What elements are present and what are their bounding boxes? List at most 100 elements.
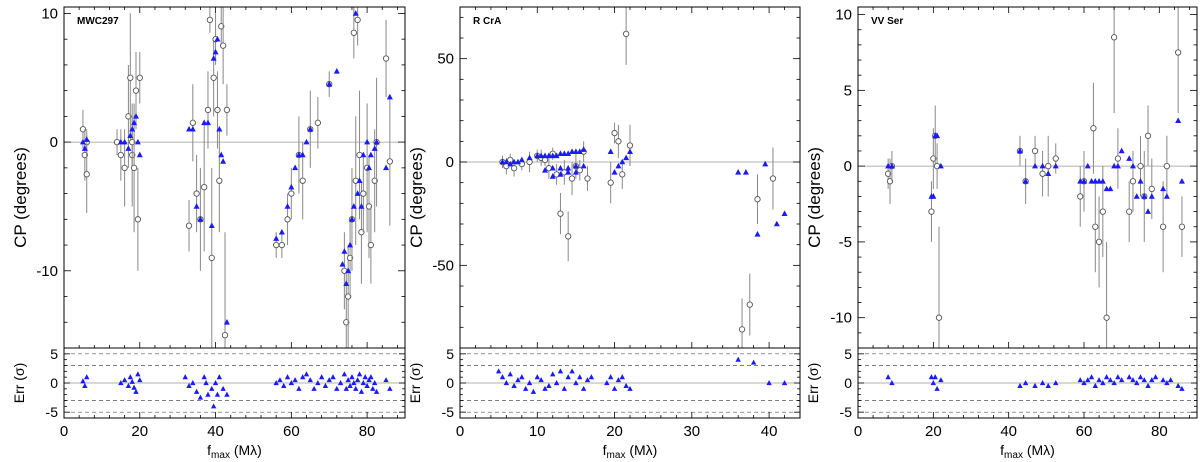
y-tick-label: -10 — [36, 263, 58, 280]
model-point — [278, 228, 285, 235]
residual-point — [573, 380, 579, 386]
residual-panel — [64, 353, 405, 413]
model-point — [333, 68, 340, 74]
residual-point — [934, 385, 940, 391]
model-point — [341, 248, 348, 254]
model-point — [937, 162, 944, 169]
x-tick-label: 10 — [529, 423, 546, 440]
y-tick-label: 10 — [835, 7, 852, 24]
residual-point — [534, 374, 540, 380]
x-axis-label: fmax (Mλ) — [207, 442, 262, 461]
model-point — [83, 136, 90, 142]
residual-point — [619, 374, 625, 380]
x-tick-label: 0 — [60, 423, 68, 440]
residual-point — [315, 380, 321, 386]
data-point — [1114, 155, 1122, 162]
x-axis-label: fmax (Mλ) — [603, 442, 658, 461]
residual-point — [210, 403, 217, 409]
model-point — [1039, 162, 1046, 169]
data-point — [358, 229, 365, 236]
residual-point — [296, 385, 302, 391]
residual-point — [216, 374, 223, 380]
data-point — [1103, 314, 1110, 321]
x-tick-label: 60 — [283, 423, 300, 440]
residual-point — [1103, 374, 1110, 380]
residual-point — [80, 378, 86, 384]
residual-point — [766, 380, 772, 386]
residual-point — [1160, 377, 1166, 383]
data-series — [79, 7, 393, 348]
residual-point — [1077, 377, 1083, 383]
x-tick-label: 40 — [1000, 423, 1017, 440]
data-point — [386, 158, 393, 165]
data-point — [622, 30, 630, 38]
data-point — [1039, 170, 1046, 177]
model-point — [299, 151, 306, 158]
data-point — [350, 29, 357, 36]
model-point — [350, 203, 357, 209]
y-tick-label: 50 — [437, 51, 454, 68]
model-point — [514, 158, 521, 165]
data-point — [185, 222, 193, 229]
panel-title: VV Ser — [871, 16, 903, 27]
residual-point — [1130, 377, 1136, 383]
x-tick-label: 80 — [359, 423, 376, 440]
residual-point — [1092, 382, 1098, 389]
residual-point — [353, 385, 359, 391]
model-point — [1114, 162, 1121, 169]
x-axis-label-unit: (Mλ) — [625, 442, 657, 458]
model-point — [557, 164, 564, 171]
model-point — [288, 183, 295, 190]
data-point — [1095, 238, 1103, 246]
data-point — [79, 126, 87, 133]
model-point — [371, 145, 378, 151]
residual-point — [186, 382, 192, 389]
model-point — [619, 158, 626, 165]
residual-point — [507, 371, 513, 377]
model-point — [572, 169, 579, 175]
data-point — [223, 106, 231, 114]
residual-point — [318, 374, 325, 380]
residual-point — [330, 374, 336, 380]
residual-point — [511, 382, 517, 389]
data-point — [314, 119, 322, 126]
data-point — [1099, 208, 1106, 215]
residual-panel — [858, 353, 1197, 413]
model-point — [1096, 177, 1103, 184]
main-plot-frame — [857, 6, 1198, 349]
residual-point — [607, 374, 614, 380]
residual-point — [623, 382, 629, 389]
x-tick-label: 80 — [1151, 423, 1168, 440]
model-series — [79, 10, 393, 325]
residual-point — [1115, 374, 1121, 380]
residual-point — [197, 394, 204, 400]
data-point — [1052, 155, 1059, 162]
model-point — [345, 267, 352, 274]
data-point — [568, 175, 576, 182]
model-point — [553, 152, 560, 159]
model-point — [542, 152, 548, 159]
residual-point — [373, 388, 380, 394]
x-axis-label-sub: max — [607, 450, 626, 461]
residual-point — [1085, 377, 1091, 383]
data-point — [607, 179, 614, 186]
residual-y-axis-label: Err (σ) — [407, 363, 423, 404]
residual-point — [499, 374, 506, 380]
model-point — [132, 113, 139, 119]
residual-point — [611, 385, 618, 391]
data-point — [928, 208, 935, 215]
model-point — [1137, 177, 1144, 184]
data-series — [884, 7, 1186, 348]
data-point — [117, 151, 124, 159]
data-point — [1031, 147, 1039, 155]
residual-point — [84, 374, 90, 380]
residual-point — [1081, 380, 1087, 386]
model-point — [762, 160, 769, 167]
residual-point — [750, 359, 757, 365]
residual-point — [131, 384, 137, 390]
residual-point — [387, 385, 393, 391]
data-point — [382, 55, 390, 62]
model-point — [1133, 193, 1140, 199]
y-tick-label: 0 — [50, 134, 58, 151]
